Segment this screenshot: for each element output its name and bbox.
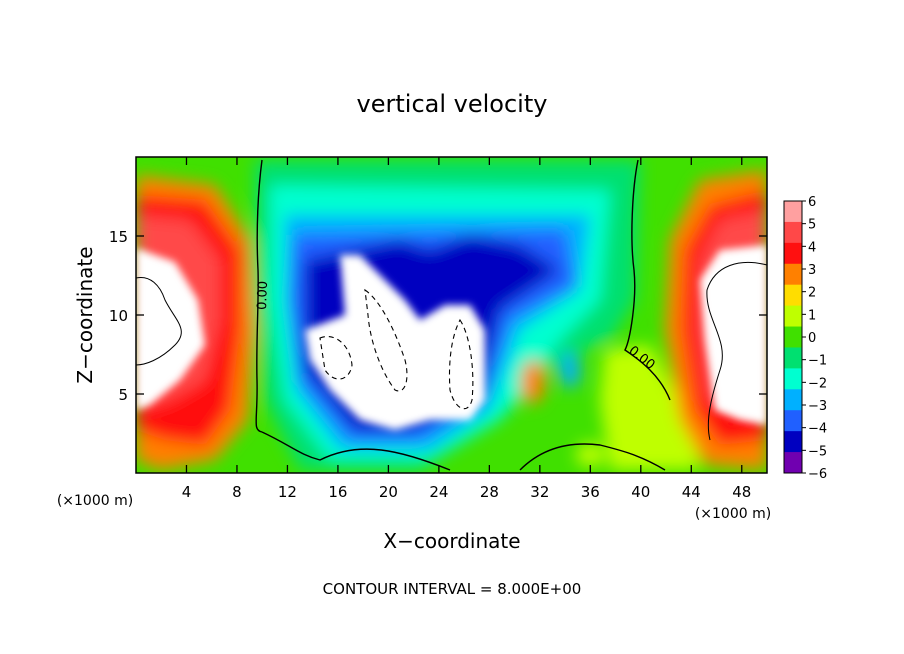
solid-contour: [135, 276, 182, 366]
colorbar-swatch: [784, 410, 802, 432]
y-tick-label: 15: [109, 228, 128, 246]
colorbar-label: −1: [808, 354, 827, 369]
x-tick-label: 48: [732, 483, 751, 501]
colorbar-label: 6: [808, 195, 816, 210]
colorbar-label: −2: [808, 376, 827, 391]
x-tick-label: 4: [182, 483, 192, 501]
x-tick-label: 36: [581, 483, 600, 501]
zero-contour-right: [624, 159, 671, 401]
y-tick-label: 10: [109, 307, 128, 325]
plot-area: [136, 157, 767, 473]
colorbar-swatch: [784, 326, 802, 348]
colorbar: 6 5 4 3 2 1 0 −1 −2 −3 −4 −5 −6: [783, 195, 827, 482]
colorbar-swatch: [784, 305, 802, 328]
central-saturated-region: [305, 255, 485, 430]
colorbar-label: 4: [808, 240, 816, 255]
colorbar-label: −6: [808, 467, 827, 482]
x-tick-label: 32: [530, 483, 549, 501]
colorbar-swatch: [784, 347, 802, 369]
chart-title: vertical velocity: [357, 90, 548, 118]
x-axis-label: X−coordinate: [383, 529, 520, 553]
x-unit-label: (×1000 m): [57, 493, 133, 509]
small-downdraft-blob: [560, 352, 580, 388]
small-updraft-blob: [576, 443, 604, 467]
solid-contour: [706, 261, 768, 441]
positive-contours: [135, 261, 768, 441]
colorbar-label: 2: [808, 286, 816, 301]
colorbar-label: 5: [808, 218, 816, 233]
colorbar-swatch: [784, 201, 802, 223]
small-updraft-blob: [521, 360, 545, 404]
colorbar-swatch: [784, 368, 802, 390]
left-saturated-region: [136, 248, 205, 410]
contour-label-left: 0.00: [255, 281, 271, 310]
x-tick-label: 16: [328, 483, 347, 501]
x-tick-label: 12: [278, 483, 297, 501]
negative-contours: [319, 288, 474, 410]
right-bright-region: [600, 345, 700, 470]
colorbar-label: 1: [808, 308, 816, 323]
x-tick-label: 24: [429, 483, 448, 501]
x-tick-label: 28: [480, 483, 499, 501]
zero-contour-bottom: [261, 431, 451, 471]
dashed-contour: [319, 336, 353, 380]
x-tick-label: 20: [379, 483, 398, 501]
x-tick-label: 40: [631, 483, 650, 501]
colorbar-swatch: [784, 284, 802, 307]
colorbar-swatch: [784, 221, 802, 244]
colorbar-label: 3: [808, 263, 816, 278]
dashed-contour: [364, 288, 408, 392]
x-tick-label: 8: [232, 483, 242, 501]
y-tick-label: 5: [118, 386, 128, 404]
colorbar-swatch: [784, 263, 802, 286]
colorbar-swatch: [784, 242, 802, 265]
x-axis-ticks: 4 8 12 16 20 24 28 32 36 40 44 48: [182, 157, 751, 501]
colorbar-label: −4: [808, 422, 827, 437]
colorbar-label: −5: [808, 444, 827, 459]
zero-contour-left: [255, 159, 263, 433]
colorbar-swatch: [784, 452, 802, 474]
x-unit-label-right: (×1000 m): [695, 506, 771, 522]
y-axis-label: Z−coordinate: [73, 246, 97, 383]
x-tick-label: 44: [682, 483, 701, 501]
contour-lines: [255, 159, 671, 471]
colorbar-label: −3: [808, 399, 827, 414]
colorbar-swatch: [784, 431, 802, 453]
colorbar-label: 0: [808, 331, 816, 346]
contour-interval-footer: CONTOUR INTERVAL = 8.000E+00: [323, 580, 582, 598]
colorbar-swatch: [784, 389, 802, 411]
zero-contour-right-bottom: [519, 443, 666, 471]
y-axis-ticks: 5 10 15: [109, 228, 767, 404]
